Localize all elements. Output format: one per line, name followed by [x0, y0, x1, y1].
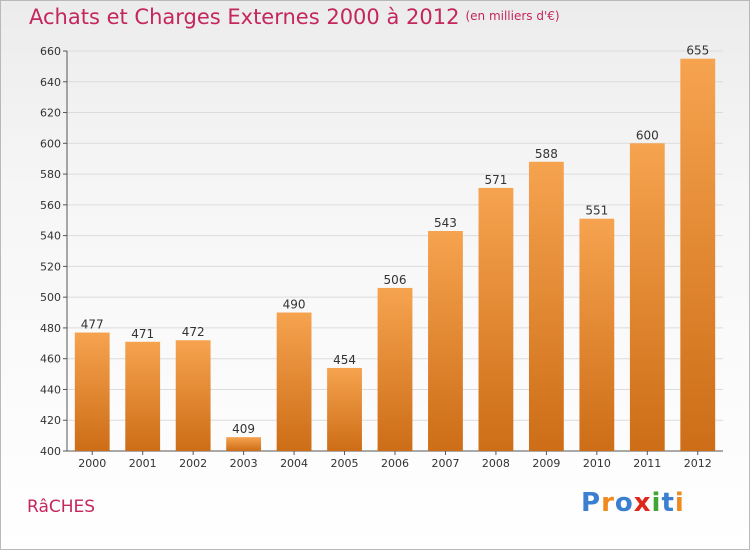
x-tick-label: 2002: [179, 457, 207, 470]
bar: [327, 367, 362, 451]
bar: [478, 187, 514, 451]
y-tick-label: 520: [40, 260, 61, 273]
data-label: 571: [484, 173, 507, 187]
brand-letter: x: [633, 488, 652, 518]
x-tick-label: 2012: [684, 457, 712, 470]
brand-letter: r: [601, 488, 615, 518]
data-label: 543: [434, 216, 457, 230]
bar: [377, 287, 413, 451]
bar: [125, 341, 161, 451]
brand-letter: o: [614, 488, 634, 518]
bar: [175, 340, 211, 451]
data-label: 506: [384, 273, 407, 287]
x-tick-label: 2005: [331, 457, 359, 470]
x-tick-label: 2007: [431, 457, 459, 470]
y-tick-label: 560: [40, 199, 61, 212]
chart-title-text: Achats et Charges Externes 2000 à 2012: [29, 5, 460, 29]
data-label: 490: [283, 298, 306, 312]
brand-letter: t: [661, 488, 675, 518]
data-label: 600: [636, 128, 659, 142]
data-label: 655: [686, 44, 709, 58]
y-tick-label: 480: [40, 322, 61, 335]
y-tick-label: 400: [40, 445, 61, 458]
town-name: RâCHES: [27, 497, 96, 517]
y-tick-label: 600: [40, 137, 61, 150]
x-tick-label: 2009: [532, 457, 560, 470]
bar: [629, 143, 665, 452]
x-tick-label: 2004: [280, 457, 308, 470]
x-tick-label: 2003: [230, 457, 258, 470]
x-tick-label: 2008: [482, 457, 510, 470]
y-tick-label: 420: [40, 414, 61, 427]
bar: [680, 58, 716, 451]
bar: [428, 231, 463, 451]
x-tick-label: 2011: [633, 457, 661, 470]
x-tick-label: 2006: [381, 457, 409, 470]
brand-letter: i: [674, 488, 685, 518]
bar: [528, 161, 564, 451]
data-label: 454: [333, 353, 356, 367]
chart-subtitle: (en milliers d'€): [465, 9, 560, 23]
chart-title: Achats et Charges Externes 2000 à 2012 (e…: [29, 5, 560, 29]
y-tick-label: 660: [40, 45, 61, 58]
bar: [579, 218, 615, 451]
brand-letter: P: [581, 488, 602, 518]
x-tick-label: 2000: [78, 457, 106, 470]
data-label: 409: [232, 422, 255, 436]
data-label: 551: [585, 204, 608, 218]
data-label: 471: [131, 327, 154, 341]
y-tick-label: 620: [40, 107, 61, 120]
bar: [276, 312, 312, 451]
bar: [74, 332, 110, 451]
y-tick-label: 460: [40, 353, 61, 366]
y-tick-label: 580: [40, 168, 61, 181]
brand-letter: i: [651, 488, 662, 518]
data-label: 588: [535, 147, 558, 161]
x-tick-label: 2001: [129, 457, 157, 470]
data-label: 477: [81, 318, 104, 332]
x-tick-label: 2010: [583, 457, 611, 470]
y-tick-label: 500: [40, 291, 61, 304]
bar: [226, 437, 262, 451]
data-label: 472: [182, 325, 205, 339]
proxiti-logo: Proxiti: [581, 488, 685, 518]
y-tick-label: 440: [40, 383, 61, 396]
y-tick-label: 540: [40, 230, 61, 243]
y-tick-label: 640: [40, 76, 61, 89]
